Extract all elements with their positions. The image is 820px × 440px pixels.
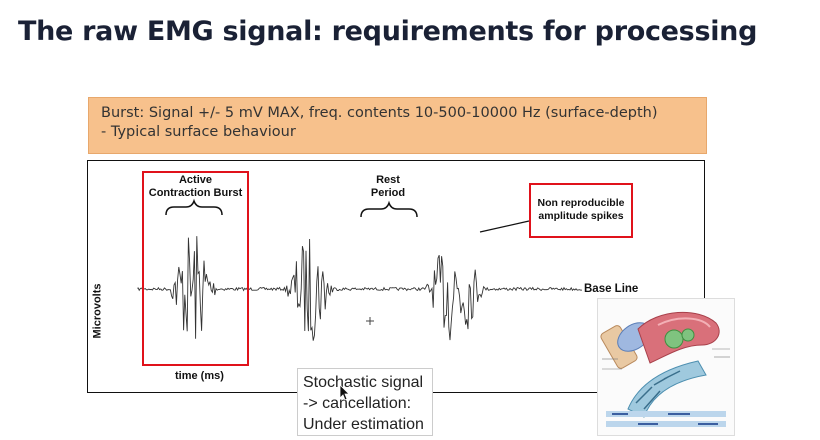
muscle-anatomy-image (597, 298, 735, 436)
info-banner: Burst: Signal +/- 5 mV MAX, freq. conten… (88, 97, 707, 154)
emg-figure: Active Contraction Burst Rest Period Non… (87, 160, 705, 393)
muscle-illustration (600, 311, 730, 427)
spikes-label-box: Non reproducible amplitude spikes (529, 183, 633, 238)
active-burst-highlight (142, 171, 249, 366)
banner-line-1: Burst: Signal +/- 5 mV MAX, freq. conten… (101, 105, 658, 121)
active-label-line-2: Contraction Burst (148, 187, 243, 199)
annotation-line-1: Stochastic signal (303, 374, 424, 391)
spikes-label-line-2: amplitude spikes (538, 210, 624, 222)
active-burst-label: Active Contraction Burst (138, 174, 253, 200)
emg-signal-plot (137, 198, 583, 341)
baseline-label: Base Line (584, 283, 639, 295)
active-label-line-1: Active (178, 174, 213, 186)
emg-trace (137, 236, 583, 341)
banner-line-2: - Typical surface behaviour (101, 124, 296, 140)
slide-title: The raw EMG signal: requirements for pro… (18, 16, 758, 47)
spikes-label-line-1: Non reproducible (537, 197, 625, 209)
annotation-line-2: -> cancellation: (303, 395, 412, 412)
x-axis-label: time (ms) (175, 370, 224, 382)
rest-period-label: Rest Period (358, 174, 418, 200)
mouse-cursor-icon (339, 384, 350, 401)
y-axis-label: Microvolts (91, 283, 104, 339)
rest-label-line-1: Rest (376, 174, 400, 186)
rest-brace (360, 200, 418, 218)
spike-pointer (479, 220, 530, 233)
annotation-line-3: Under estimation (303, 416, 424, 433)
active-brace (165, 198, 223, 216)
rest-label-line-2: Period (370, 187, 406, 199)
stochastic-annotation: Stochastic signal -> cancellation: Under… (297, 368, 433, 436)
